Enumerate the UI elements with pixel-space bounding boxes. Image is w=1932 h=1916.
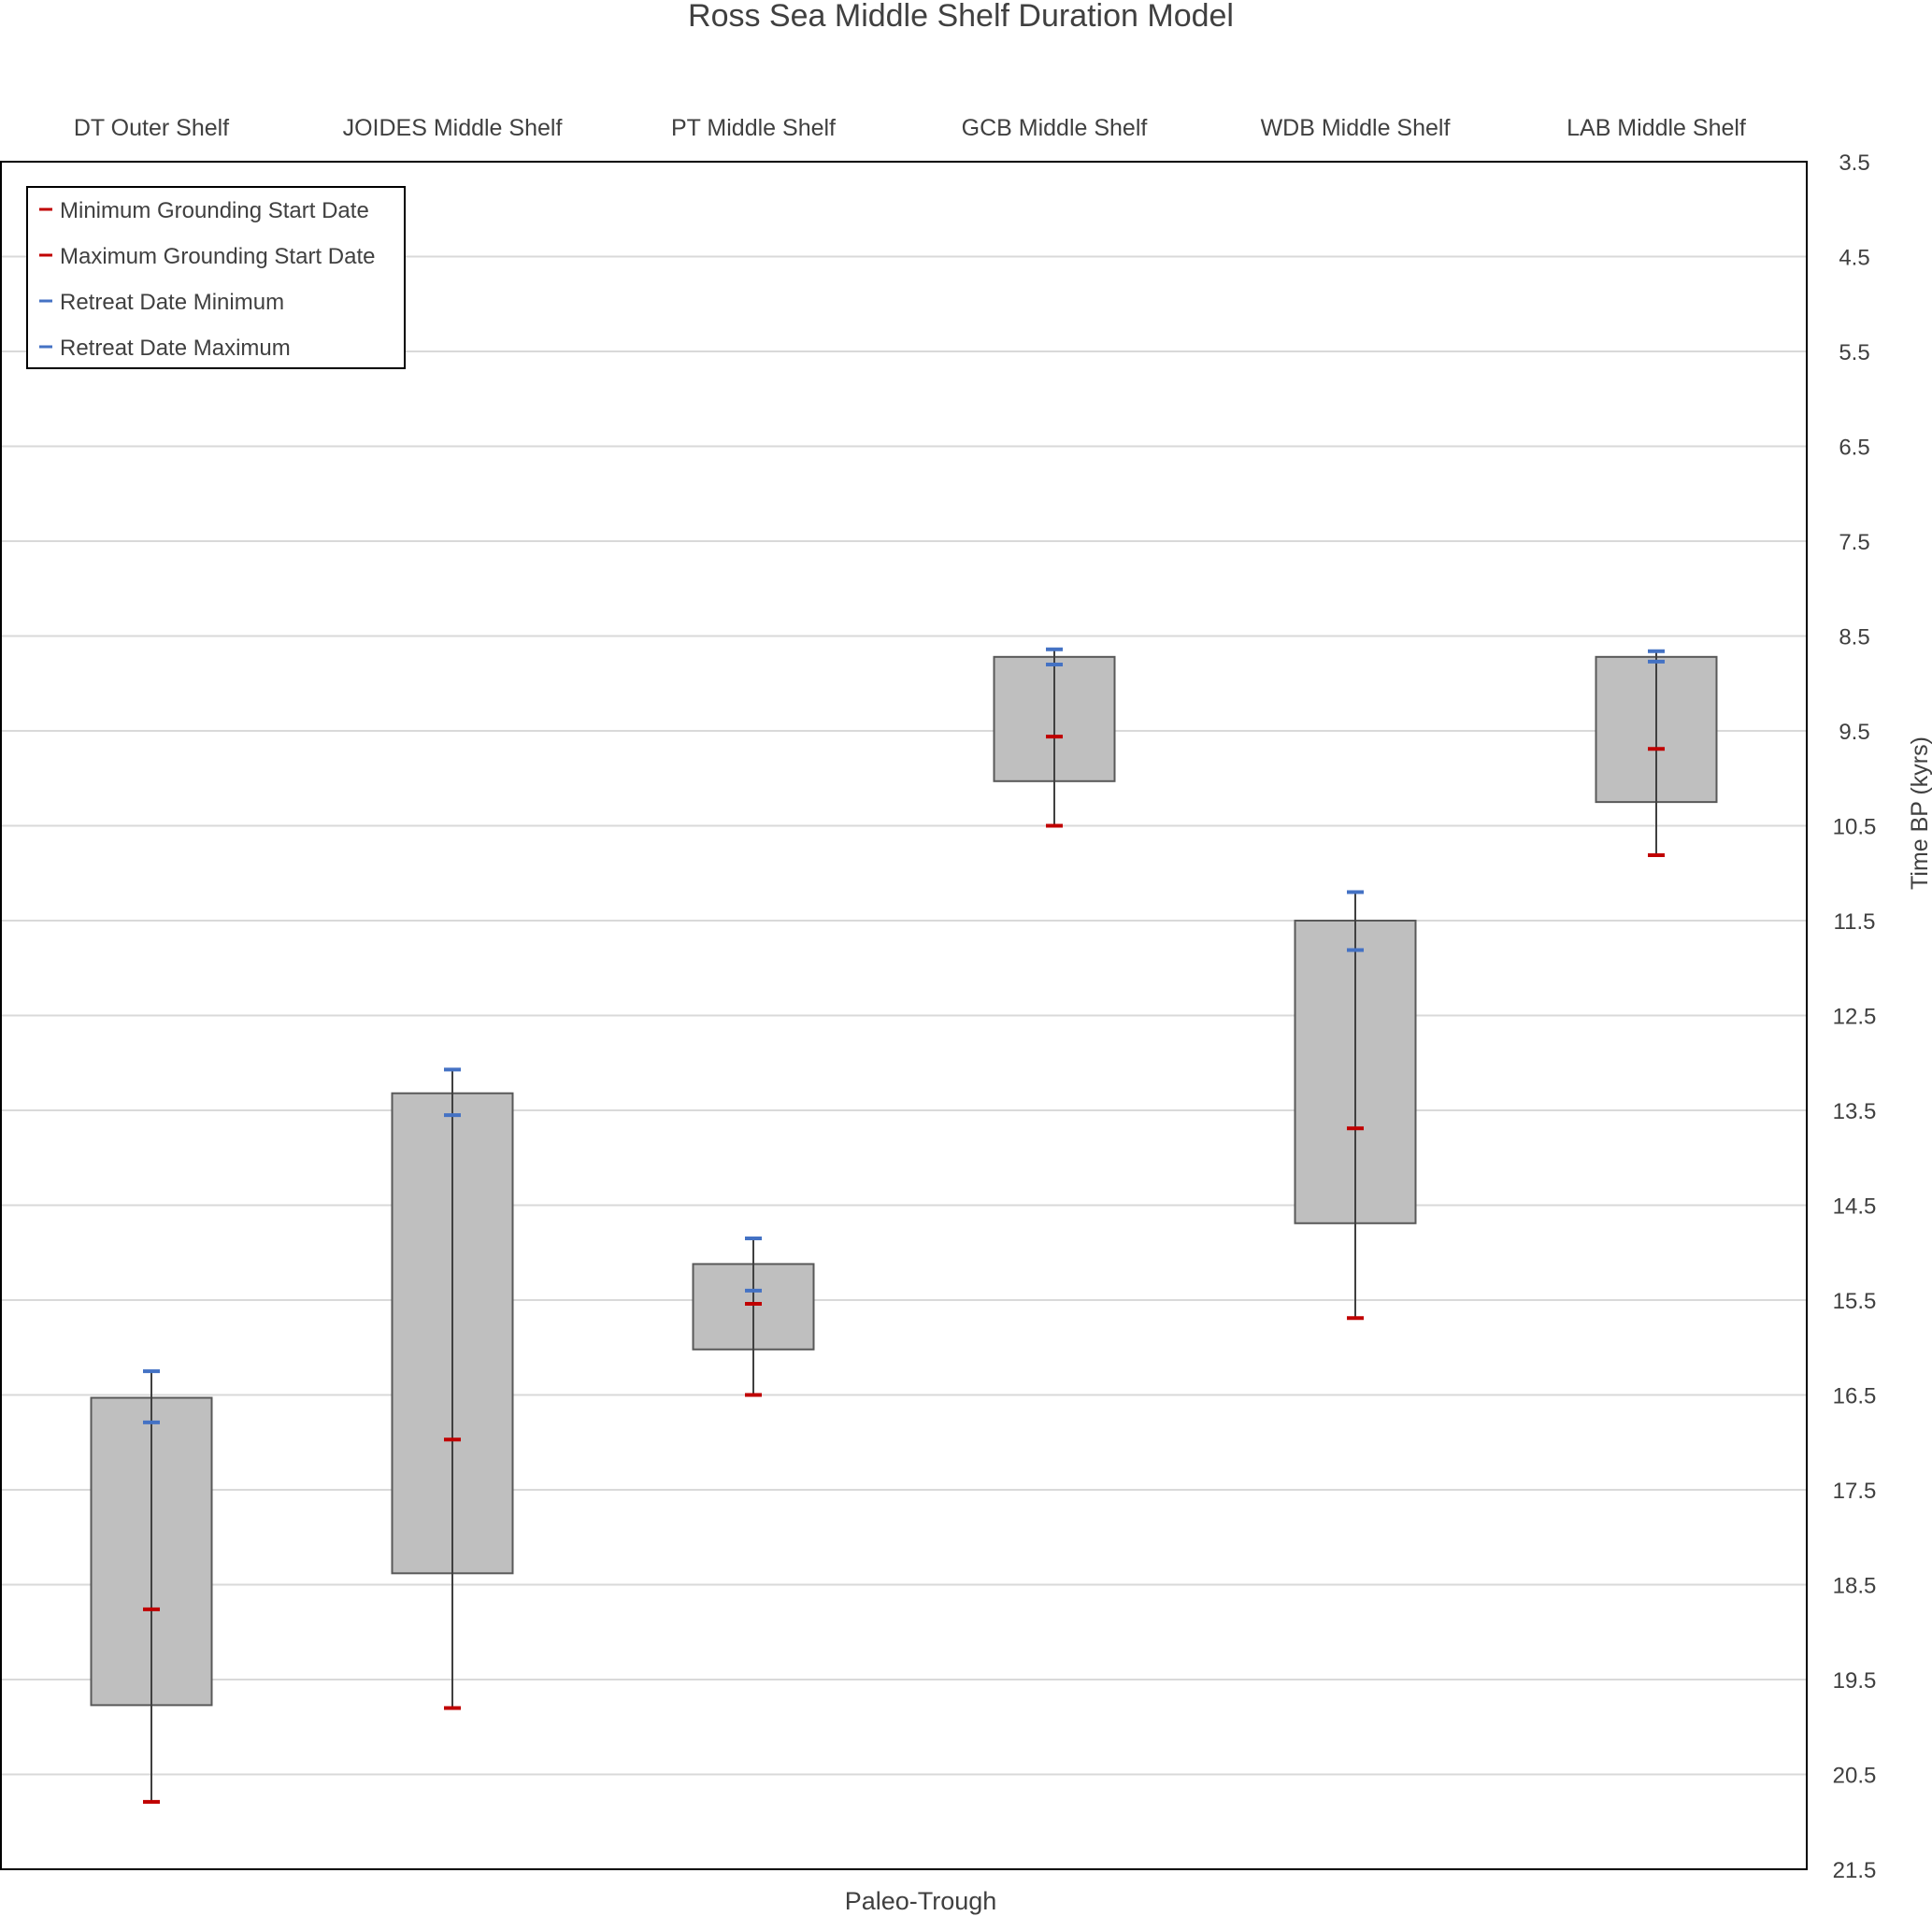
y-tick-label: 16.5 bbox=[1833, 1384, 1877, 1409]
chart-title: Ross Sea Middle Shelf Duration Model bbox=[688, 0, 1234, 34]
legend-label: Retreat Date Minimum bbox=[60, 290, 284, 315]
y-axis-label: Time BP (kyrs) bbox=[1907, 736, 1932, 890]
y-tick-label: 6.5 bbox=[1839, 436, 1869, 461]
y-tick-label: 18.5 bbox=[1833, 1574, 1877, 1599]
legend-box bbox=[26, 186, 406, 369]
y-tick-label: 7.5 bbox=[1839, 530, 1869, 555]
y-tick-label: 20.5 bbox=[1833, 1764, 1877, 1789]
legend-label: Retreat Date Maximum bbox=[60, 336, 291, 361]
y-tick-label: 5.5 bbox=[1839, 340, 1869, 365]
y-tick-label: 12.5 bbox=[1833, 1005, 1877, 1030]
x-axis-label: Paleo-Trough bbox=[845, 1887, 997, 1915]
category-label: PT Middle Shelf bbox=[671, 115, 836, 141]
y-tick-label: 4.5 bbox=[1839, 246, 1869, 271]
y-tick-label: 19.5 bbox=[1833, 1668, 1877, 1694]
y-tick-label: 14.5 bbox=[1833, 1194, 1877, 1220]
category-label: DT Outer Shelf bbox=[74, 115, 229, 141]
y-tick-label: 8.5 bbox=[1839, 625, 1869, 651]
legend-label: Maximum Grounding Start Date bbox=[60, 244, 375, 269]
category-label: LAB Middle Shelf bbox=[1567, 115, 1746, 141]
category-label: GCB Middle Shelf bbox=[962, 115, 1148, 141]
category-label: JOIDES Middle Shelf bbox=[343, 115, 563, 141]
y-tick-label: 21.5 bbox=[1833, 1858, 1877, 1883]
y-tick-label: 13.5 bbox=[1833, 1099, 1877, 1124]
y-tick-label: 9.5 bbox=[1839, 720, 1869, 745]
category-label: WDB Middle Shelf bbox=[1261, 115, 1451, 141]
legend-label: Minimum Grounding Start Date bbox=[60, 198, 369, 223]
y-tick-label: 11.5 bbox=[1834, 909, 1876, 935]
y-tick-label: 3.5 bbox=[1839, 150, 1869, 176]
plot-area-border bbox=[0, 161, 1808, 1870]
y-tick-label: 17.5 bbox=[1833, 1479, 1877, 1504]
y-tick-label: 15.5 bbox=[1833, 1289, 1877, 1314]
y-tick-label: 10.5 bbox=[1833, 815, 1877, 840]
legend: Minimum Grounding Start Date Maximum Grou… bbox=[26, 186, 406, 369]
